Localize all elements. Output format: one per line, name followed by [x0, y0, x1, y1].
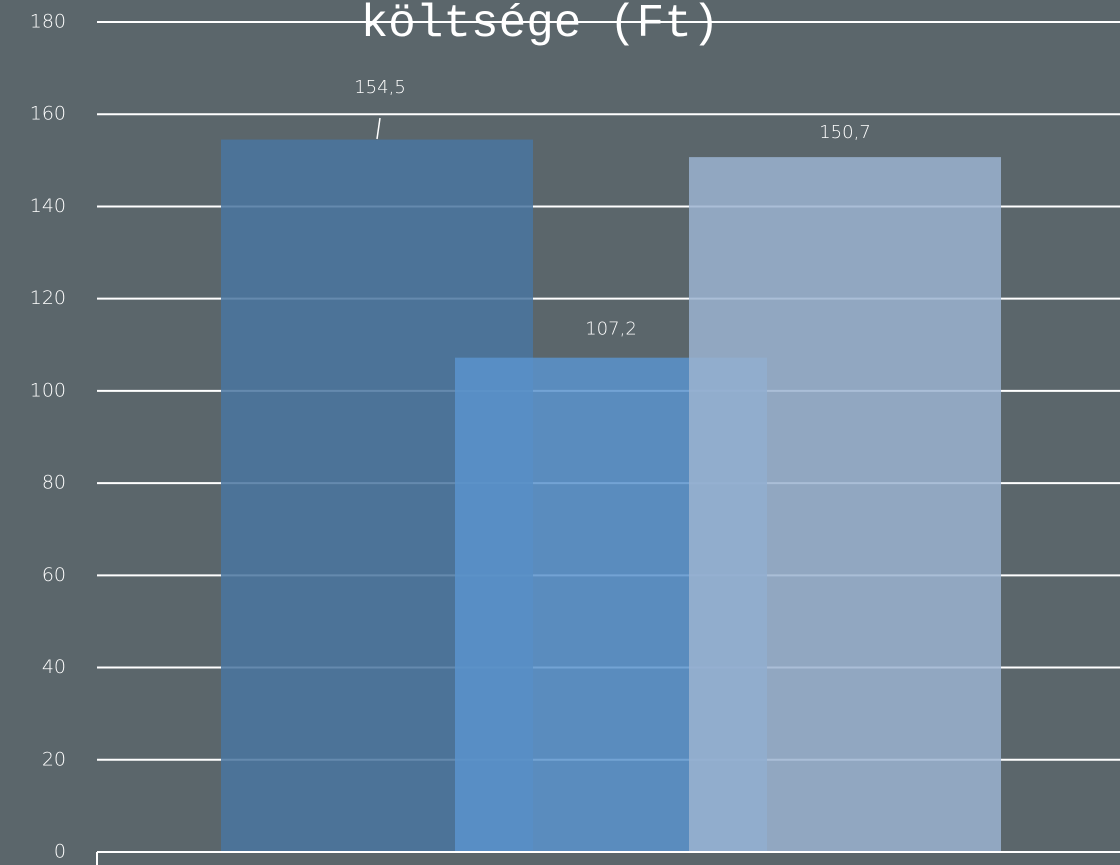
y-tick-label: 40 — [42, 656, 66, 678]
y-tick-label: 140 — [30, 195, 66, 217]
bars — [221, 139, 1001, 853]
y-tick-label: 0 — [54, 841, 66, 863]
labels: 0 20 40 60 80 100 120 140 160 180 154,5 107,2 150,7 — [30, 11, 871, 863]
y-tick-label: 100 — [30, 379, 66, 401]
data-label: 107,2 — [585, 319, 637, 340]
y-tick-label: 180 — [30, 11, 66, 33]
bar — [689, 157, 1001, 852]
data-label: 154,5 — [354, 77, 406, 98]
leader-line — [376, 117, 381, 140]
y-tick-label: 20 — [42, 748, 66, 770]
y-tick-label: 160 — [30, 103, 66, 125]
y-tick-label: 60 — [42, 564, 66, 586]
y-tick-label: 80 — [42, 472, 66, 494]
y-tick-label: 120 — [30, 287, 66, 309]
data-label: 150,7 — [819, 122, 871, 143]
chart-title: költsége (Ft) — [361, 0, 720, 50]
